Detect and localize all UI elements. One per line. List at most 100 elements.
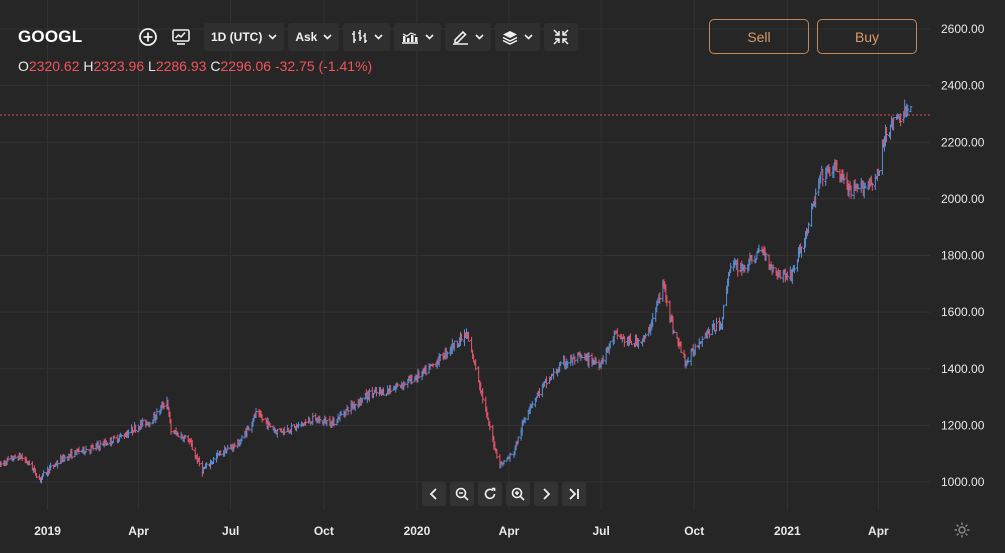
ohlc-bar (470, 336, 474, 352)
x-axis: 2019 Apr Jul Oct 2020 Apr Jul Oct 2021 Apr (34, 524, 889, 538)
plus-circle-icon (139, 28, 157, 46)
ohlc-bar (240, 435, 244, 442)
ohlc-bar (509, 453, 513, 455)
ohlc-bar (34, 472, 38, 479)
ohlc-bar (608, 341, 612, 349)
add-indicator-button[interactable] (136, 23, 160, 51)
ohlc-bar (424, 364, 428, 376)
ohlc-bar (722, 304, 726, 320)
ohlc-bar (353, 403, 357, 412)
chart-grid (0, 0, 930, 510)
ohlc-bar (91, 444, 95, 451)
reset-button[interactable] (478, 482, 502, 506)
ohlc-bar (162, 402, 166, 410)
ohlc-bar (672, 329, 676, 334)
ohlc-bar (77, 446, 81, 455)
zoom-in-icon (511, 487, 525, 501)
ohlc-bar (127, 429, 131, 439)
ohlc-bars-icon (352, 30, 368, 43)
ohlc-bar (197, 456, 201, 467)
ohlc-bar (566, 360, 570, 368)
ohlc-bar (134, 424, 138, 433)
chevron-right-icon (543, 488, 551, 500)
price-type-label: Ask (295, 30, 318, 44)
buy-button[interactable]: Buy (817, 19, 917, 54)
ohlc-bar (521, 419, 525, 426)
ohlc-bar (137, 424, 141, 433)
chart-navigation (422, 482, 586, 506)
ohlc-bar (863, 182, 867, 189)
ohlc-bar (559, 361, 563, 367)
y-tick-label: 1600.00 (941, 305, 985, 319)
zoom-out-icon (455, 487, 469, 501)
indicators-button[interactable] (168, 23, 194, 51)
settings-gear-icon[interactable] (953, 521, 971, 539)
ohlc-bar (282, 426, 286, 435)
close-key: C (210, 58, 221, 74)
chevron-down-icon (374, 34, 383, 40)
x-tick-label: Apr (868, 524, 889, 538)
ohlc-bar (318, 415, 322, 424)
close-value: 2296.06 (220, 58, 272, 74)
ohlc-bar (332, 417, 336, 427)
sell-button[interactable]: Sell (709, 19, 809, 54)
ohlc-bar (165, 396, 169, 410)
chevron-down-icon (323, 34, 332, 40)
collapse-button[interactable] (544, 23, 579, 51)
ohlc-bar (644, 333, 648, 338)
ohlc-bar (740, 260, 744, 276)
ohlc-bar (268, 423, 272, 428)
layers-dropdown[interactable] (495, 23, 541, 51)
y-tick-label: 2200.00 (941, 135, 985, 149)
ohlc-bar (743, 265, 747, 273)
ohlc-bar (141, 417, 145, 427)
chevron-down-icon (524, 34, 533, 40)
ohlc-bars (0, 99, 913, 484)
ohlc-bar (467, 331, 471, 342)
ohlc-bar (502, 459, 506, 465)
chevron-down-icon (425, 34, 434, 40)
studies-dropdown[interactable] (394, 23, 442, 51)
drawing-tools-dropdown[interactable] (445, 23, 492, 51)
scroll-left-button[interactable] (422, 482, 446, 506)
ohlc-bar (275, 429, 279, 438)
ohlc-bar (807, 222, 811, 234)
chevron-down-icon (475, 34, 484, 40)
ohlc-bar (226, 444, 230, 450)
skip-to-end-icon (569, 488, 579, 500)
ohlc-bar (20, 453, 24, 461)
ohlc-bar (438, 354, 442, 361)
ohlc-bar (105, 442, 109, 446)
ohlc-bar (325, 420, 329, 427)
ohlc-bar (686, 357, 690, 364)
zoom-in-button[interactable] (506, 482, 530, 506)
ohlc-bar (892, 117, 896, 131)
ohlc-bar (308, 417, 312, 423)
chart-type-dropdown[interactable] (343, 23, 391, 51)
ohlc-bar (119, 434, 123, 439)
interval-dropdown[interactable]: 1D (UTC) (204, 23, 285, 51)
ohlc-bar (49, 462, 53, 471)
ohlc-bar (601, 355, 605, 365)
ohlc-bar (658, 292, 662, 304)
ohlc-bar (289, 423, 293, 435)
ohlc-bar (700, 336, 704, 347)
ohlc-bar (374, 386, 378, 397)
ohlc-bar (382, 387, 386, 396)
zoom-out-button[interactable] (450, 482, 474, 506)
ohlc-bar (615, 328, 619, 340)
low-key: L (148, 58, 156, 74)
price-type-dropdown[interactable]: Ask (288, 23, 340, 51)
x-tick-label: Oct (314, 524, 334, 538)
ohlc-bar (637, 338, 641, 349)
ohlc-bar (495, 449, 499, 459)
ohlc-bar (304, 419, 308, 426)
scroll-right-button[interactable] (534, 482, 558, 506)
ohlc-bar (856, 183, 860, 190)
scroll-to-end-button[interactable] (562, 482, 586, 506)
ohlc-bar (360, 397, 364, 404)
ohlc-bar (870, 182, 874, 191)
x-tick-label: 2020 (404, 524, 431, 538)
open-key: O (18, 58, 29, 74)
